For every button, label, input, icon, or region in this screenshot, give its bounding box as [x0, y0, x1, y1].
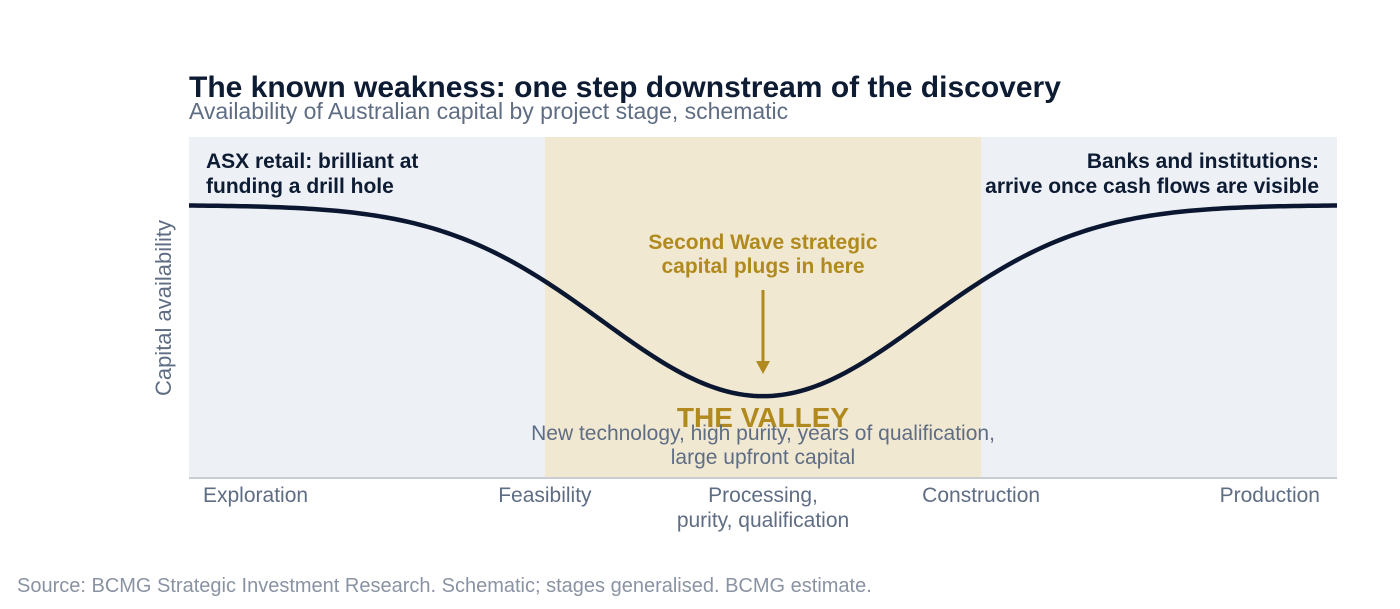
x-tick-label-2-line-1: Feasibility: [498, 484, 592, 507]
x-tick-label-3: Processing, purity, qualification: [677, 484, 849, 532]
x-tick-label-5-line-1: Production: [1220, 484, 1320, 507]
annotation-second-wave-line-2: capital plugs in here: [661, 255, 864, 278]
annotation-banks-institutions-line-1: Banks and institutions:: [1087, 150, 1319, 173]
x-tick-label-1: Exploration: [203, 484, 308, 507]
x-tick-label-1-line-1: Exploration: [203, 484, 308, 507]
annotation-banks-institutions-line-2: arrive once cash flows are visible: [985, 175, 1319, 198]
annotation-asx-retail-line-2: funding a drill hole: [206, 175, 394, 198]
annotation-second-wave-line-1: Second Wave strategic: [648, 231, 877, 254]
x-tick-label-3-line-2: purity, qualification: [677, 509, 849, 532]
x-tick-label-5: Production: [1220, 484, 1320, 507]
x-tick-labels: Exploration Feasibility Processing, purity,…: [203, 484, 1320, 532]
annotation-second-wave: Second Wave strategic capital plugs in he…: [648, 231, 877, 278]
chart-title: The known weakness: one step downstream …: [189, 71, 1061, 104]
chart-subtitle: Availability of Australian capital by pr…: [189, 98, 788, 124]
y-axis-label: Capital availability: [151, 220, 176, 396]
source-note: Source: BCMG Strategic Investment Resear…: [17, 575, 872, 597]
annotation-banks-institutions: Banks and institutions: arrive once cash …: [985, 150, 1319, 198]
x-tick-label-4-line-1: Construction: [922, 484, 1040, 507]
x-tick-label-2: Feasibility: [498, 484, 592, 507]
arrow-head: [756, 361, 770, 374]
annotation-asx-retail-line-1: ASX retail: brilliant at: [206, 150, 418, 173]
valley-title: THE VALLEY: [677, 402, 849, 433]
x-tick-label-4: Construction: [922, 484, 1040, 507]
x-tick-label-3-line-1: Processing,: [708, 484, 818, 507]
arrow-annotation: [756, 290, 770, 374]
annotation-asx-retail: ASX retail: brilliant at funding a drill …: [206, 150, 418, 198]
valley-subtitle-line-1: New technology, high purity, years of qu…: [531, 422, 995, 445]
capital-availability-curve: [188, 203, 1338, 399]
valley-subtitle-line-2: large upfront capital: [671, 446, 855, 469]
valley-subtitle: New technology, high purity, years of qu…: [531, 422, 995, 469]
